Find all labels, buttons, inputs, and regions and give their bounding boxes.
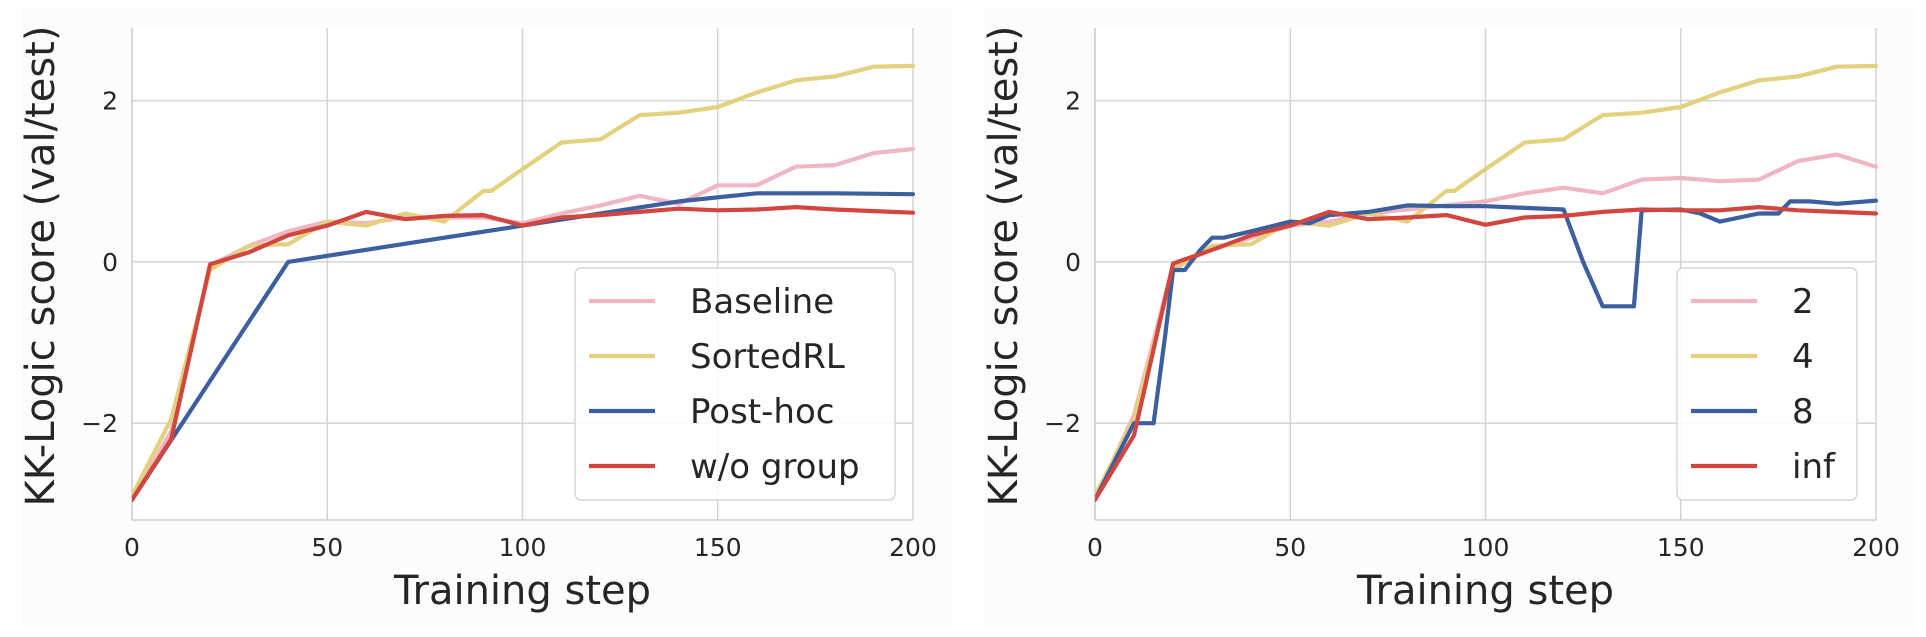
legend-label: 4 xyxy=(1792,337,1814,377)
legend: 2 4 8 inf xyxy=(1676,267,1858,501)
legend-label: inf xyxy=(1792,447,1836,487)
y-tick-label: 0 xyxy=(102,248,118,277)
series-line-inf xyxy=(1095,205,1879,502)
y-axis-label: KK-Logic score (val/test) xyxy=(981,26,1027,507)
legend-label: SortedRL xyxy=(690,337,845,377)
y-tick-label: 0 xyxy=(1065,248,1081,277)
y-tick-label: −2 xyxy=(81,409,118,438)
series-line-8 xyxy=(1095,198,1879,502)
x-axis-label: Training step xyxy=(393,568,651,614)
chart-panel-1: 0 50 100 150 200 −2 0 2 Training step KK-Logic sc… xyxy=(18,8,953,628)
x-tick-label: 100 xyxy=(1462,533,1510,562)
series-line-4 xyxy=(1095,63,1879,498)
x-tick-label: 150 xyxy=(694,533,742,562)
x-tick-label: 100 xyxy=(499,533,547,562)
legend-label: Baseline xyxy=(690,282,834,322)
y-tick-label: 2 xyxy=(1065,87,1081,116)
x-tick-label: 0 xyxy=(1087,533,1103,562)
x-tick-label: 150 xyxy=(1657,533,1705,562)
x-tick-label: 50 xyxy=(311,533,343,562)
x-tick-label: 200 xyxy=(1852,533,1900,562)
y-tick-label: 2 xyxy=(102,87,118,116)
legend: Baseline SortedRL Post-hoc w/o group xyxy=(574,267,896,501)
x-axis-label: Training step xyxy=(1356,568,1614,614)
legend-box xyxy=(1676,267,1858,501)
legend-label: 2 xyxy=(1792,282,1814,322)
legend-label: w/o group xyxy=(690,447,860,487)
x-tick-label: 50 xyxy=(1274,533,1306,562)
y-tick-label: −2 xyxy=(1044,409,1081,438)
chart-panel-2: 0 50 100 150 200 −2 0 2 Training step KK-Logic sc… xyxy=(981,8,1916,628)
legend-box xyxy=(574,267,896,501)
legend-label: Post-hoc xyxy=(690,392,834,432)
y-axis-label: KK-Logic score (val/test) xyxy=(18,26,64,507)
x-tick-label: 0 xyxy=(124,533,140,562)
x-tick-label: 200 xyxy=(889,533,937,562)
legend-label: 8 xyxy=(1792,392,1814,432)
series-line-w-o-group xyxy=(132,205,916,502)
series-lines xyxy=(1095,63,1879,502)
series-lines xyxy=(132,63,916,502)
series-line-baseline xyxy=(132,146,916,502)
